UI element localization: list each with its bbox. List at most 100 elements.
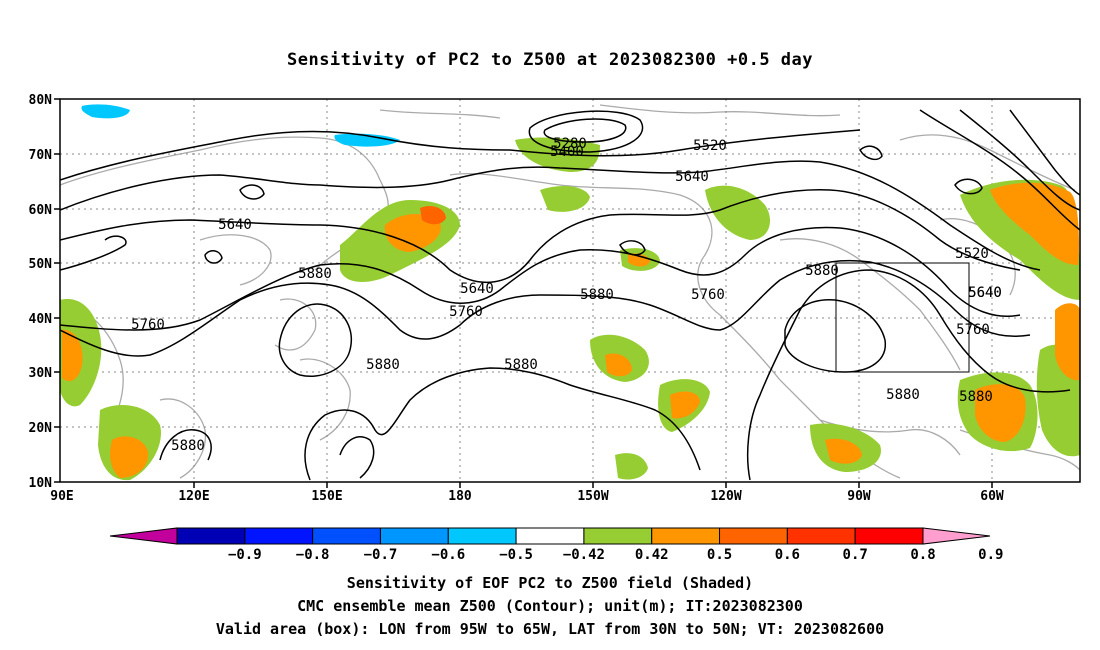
colorbar-segment [854,527,924,545]
colorbar-segment [312,527,381,545]
sensitivity-shading [60,104,1080,481]
lat-tick-label: 60N [29,203,53,218]
contour-label: 5640 [675,169,709,185]
contour-line [954,178,983,195]
shade-positive-region [605,353,632,377]
lat-tick-label: 40N [29,312,53,327]
contour-line [919,109,1080,231]
colorbar-segment [447,527,517,545]
contour-line [60,188,1021,284]
contour-label: 5880 [580,287,614,303]
chart-title: Sensitivity of PC2 to Z500 at 2023082300… [286,50,813,70]
colorbar-tick-label: −0.8 [296,547,330,563]
contour-line [859,145,883,161]
footer-caption-shading: Sensitivity of EOF PC2 to Z500 field (Sh… [346,574,754,592]
contour-line [278,303,352,377]
shade-positive-region [825,438,862,464]
shade-positive-region [615,453,648,480]
footer-caption-valid-area: Valid area (box): LON from 95W to 65W, L… [215,620,885,638]
colorbar-tick-label: 0.8 [910,547,935,563]
contour-label: 5880 [805,263,839,279]
contour-label: 5880 [366,357,400,373]
colorbar-segment [379,527,449,545]
shade-positive-region [990,182,1080,265]
contour-line [543,118,627,143]
contour-label: 5760 [691,287,725,303]
contour-line [60,235,127,271]
shade-positive-region [384,214,441,252]
colorbar-segment [515,527,585,545]
contour-line [60,160,1041,271]
colorbar-tick-label: −0.7 [364,547,398,563]
shade-negative-region [81,104,130,119]
colorbar-labels: −0.9 −0.8 −0.7 −0.6 −0.5 −0.42 0.42 0.5 0.6 0.7 0.… [228,547,1004,563]
colorbar-tick-label: 0.9 [978,547,1003,563]
contour-line [746,269,1071,481]
lon-tick-label: 120E [178,489,209,504]
contour-label: 5640 [968,285,1002,301]
shade-positive-region [1055,303,1080,381]
contour-label: 5520 [955,246,989,262]
shade-positive-region [975,384,1026,442]
contour-label: 5280 [553,136,587,152]
colorbar-tick-label: 0.6 [775,547,800,563]
colorbar-tick-label: 0.7 [843,547,868,563]
lon-tick-label: 120W [710,489,741,504]
shade-positive-region [62,329,83,382]
contour-label: 5400 [550,144,584,160]
colorbar-segment [244,527,314,545]
lon-tick-label: 90W [847,489,871,504]
contour-line [528,110,644,153]
valid-area-box [835,262,970,373]
colorbar-segment [786,527,856,545]
contour-label: 5640 [218,217,252,233]
colorbar-extend-high [922,527,991,545]
shade-positive-region [540,185,590,212]
colorbar-tick-label: 0.42 [635,547,669,563]
contour-label: 5880 [886,387,920,403]
footer-caption-contour: CMC ensemble mean Z500 (Contour); unit(m… [297,597,803,615]
colorbar-tick-label: −0.6 [431,547,465,563]
contour-line [60,259,1031,357]
lon-axis: 90E 120E 150E 180 150W 120W 90W 60W [50,489,1004,504]
shade-positive-region [110,436,149,478]
colorbar-tick-label: 0.5 [707,547,732,563]
lat-tick-label: 10N [29,476,53,491]
contour-line [959,109,1080,211]
lon-tick-label: 90E [50,489,73,504]
lon-tick-label: 150E [311,489,342,504]
lon-tick-label: 150W [577,489,608,504]
shade-positive-region [705,185,770,240]
contour-line [304,367,701,481]
contour-label: 5760 [956,322,990,338]
contour-label: 5880 [171,438,205,454]
z500-contours [60,109,1080,481]
contour-line [60,226,1021,331]
contour-label: 5880 [298,266,332,282]
contour-label: 5520 [693,138,727,154]
colorbar-segment [176,527,246,545]
lat-ticks [54,98,60,483]
contour-line [239,184,265,200]
lat-axis: 80N 70N 60N 50N 40N 30N 20N 10N [29,93,53,491]
contour-label: 5640 [460,281,494,297]
map-frame [59,98,1081,483]
contour-line [204,250,223,264]
contour-line [159,429,212,461]
shade-negative-region [334,133,400,147]
shade-positive-region [628,253,650,267]
lon-ticks [193,482,993,488]
contour-label: 5760 [131,317,165,333]
colorbar-tick-label: −0.5 [499,547,533,563]
colorbar [109,527,991,545]
lon-tick-label: 60W [980,489,1004,504]
contour-line [339,436,375,479]
contour-line [60,129,861,181]
contour-label: 5880 [959,389,993,405]
colorbar-tick-label: −0.42 [563,547,605,563]
colorbar-segment [651,527,721,545]
shade-positive-region [420,206,446,225]
colorbar-extend-low [109,527,178,545]
contour-label: 5880 [504,357,538,373]
contour-labels: 5280 5400 5520 5640 5640 5640 5640 5520 … [131,136,1002,454]
